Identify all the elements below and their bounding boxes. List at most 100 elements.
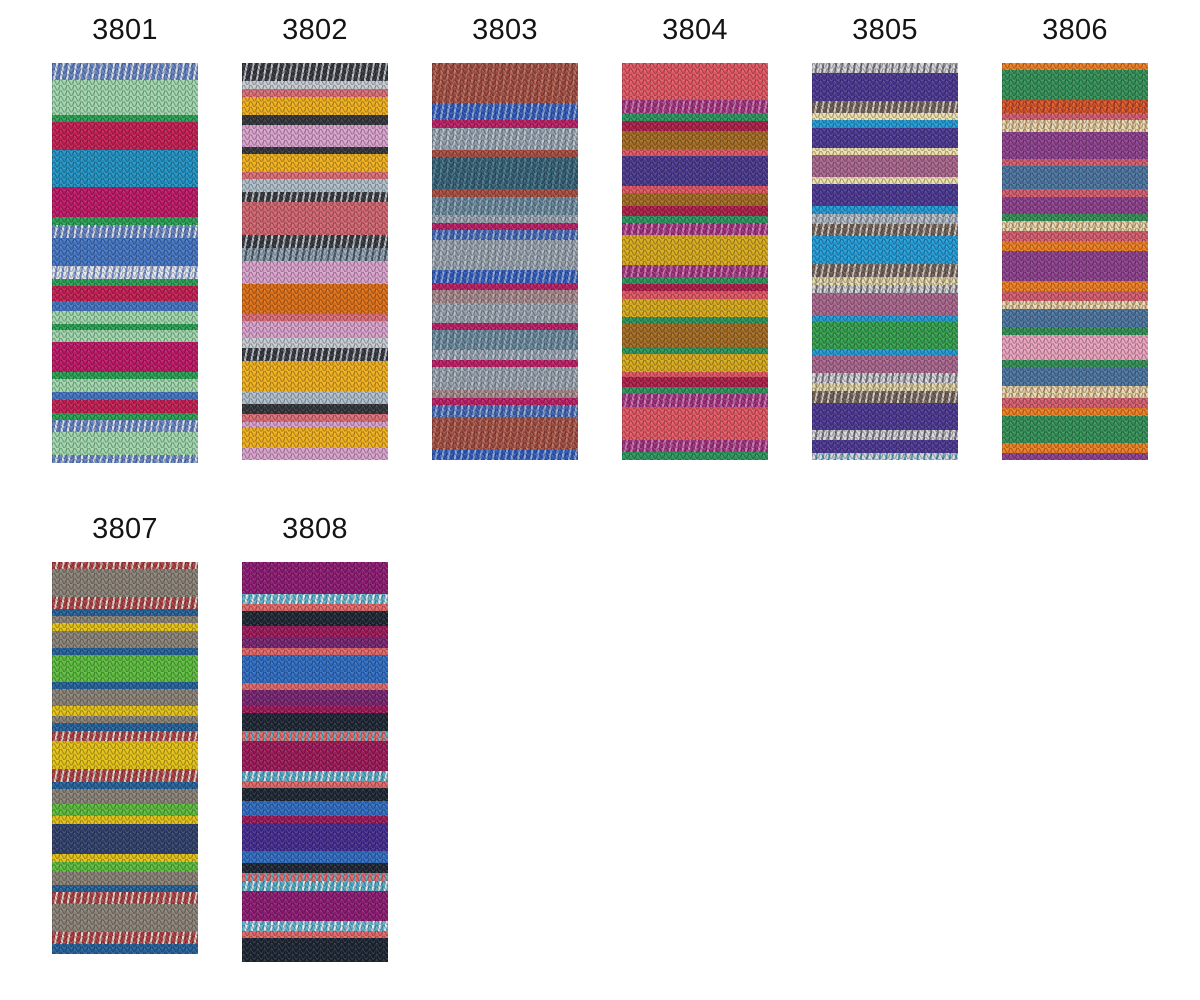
yarn-stripe bbox=[812, 430, 958, 440]
yarn-stripe bbox=[622, 113, 768, 121]
yarn-stripe bbox=[242, 348, 388, 361]
yarn-stripe bbox=[622, 284, 768, 291]
yarn-stripe bbox=[242, 261, 388, 284]
yarn-stripe bbox=[432, 290, 578, 303]
colorway-number: 3808 bbox=[282, 513, 348, 545]
yarn-stripe bbox=[52, 804, 198, 816]
yarn-stripe bbox=[242, 147, 388, 154]
yarn-stripe bbox=[812, 113, 958, 120]
yarn-stripe bbox=[1002, 443, 1148, 453]
yarn-swatch-photo bbox=[52, 562, 198, 954]
yarn-stripe bbox=[432, 450, 578, 460]
colorway-number: 3805 bbox=[852, 14, 918, 46]
yarn-stripe bbox=[52, 115, 198, 122]
yarn-swatch-photo bbox=[242, 63, 388, 460]
yarn-stripe bbox=[52, 225, 198, 238]
swatch-card: 3807 bbox=[52, 515, 198, 954]
yarn-stripe bbox=[432, 103, 578, 120]
yarn-stripe bbox=[432, 197, 578, 215]
swatch-card: 3803 bbox=[432, 16, 578, 460]
yarn-stripe bbox=[52, 816, 198, 824]
yarn-stripe bbox=[622, 387, 768, 394]
yarn-stripe bbox=[432, 270, 578, 283]
yarn-stripe bbox=[52, 885, 198, 892]
yarn-stripe bbox=[622, 291, 768, 299]
yarn-stripe bbox=[622, 216, 768, 223]
yarn-stripe bbox=[622, 347, 768, 354]
yarn-stripe bbox=[1002, 360, 1148, 368]
yarn-stripe bbox=[432, 283, 578, 290]
yarn-stripe bbox=[1002, 132, 1148, 159]
yarn-stripe bbox=[242, 172, 388, 179]
yarn-swatch-photo bbox=[432, 63, 578, 460]
yarn-stripe bbox=[812, 264, 958, 277]
yarn-stripe bbox=[52, 655, 198, 682]
yarn-stripe bbox=[242, 81, 388, 89]
yarn-stripe bbox=[432, 398, 578, 405]
yarn-stripe bbox=[622, 317, 768, 324]
yarn-stripe bbox=[812, 236, 958, 264]
yarn-stripe bbox=[622, 452, 768, 460]
yarn-stripe bbox=[812, 184, 958, 206]
yarn-stripe bbox=[242, 881, 388, 891]
yarn-stripe bbox=[1002, 291, 1148, 301]
yarn-stripe bbox=[52, 432, 198, 455]
yarn-stripe bbox=[52, 932, 198, 944]
yarn-stripe bbox=[1002, 453, 1148, 460]
yarn-stripe bbox=[1002, 221, 1148, 231]
yarn-stripe bbox=[52, 413, 198, 420]
yarn-stripe bbox=[242, 690, 388, 705]
yarn-stripe bbox=[242, 192, 388, 202]
yarn-stripe bbox=[242, 713, 388, 731]
yarn-stripe bbox=[622, 193, 768, 206]
yarn-stripe bbox=[52, 854, 198, 862]
yarn-stripe bbox=[622, 407, 768, 440]
yarn-stripe bbox=[242, 771, 388, 781]
yarn-stripe bbox=[622, 440, 768, 452]
yarn-stripe bbox=[432, 223, 578, 230]
yarn-stripe bbox=[52, 455, 198, 463]
yarn-stripe bbox=[52, 122, 198, 150]
yarn-stripe bbox=[242, 562, 388, 594]
yarn-stripe bbox=[52, 944, 198, 954]
yarn-stripe bbox=[52, 731, 198, 741]
yarn-stripe bbox=[52, 569, 198, 597]
yarn-stripe bbox=[242, 594, 388, 604]
yarn-stripe bbox=[242, 422, 388, 427]
yarn-swatch-photo bbox=[1002, 63, 1148, 460]
yarn-stripe bbox=[432, 417, 578, 450]
yarn-stripe bbox=[52, 782, 198, 789]
yarn-stripe bbox=[242, 655, 388, 683]
yarn-stripe bbox=[432, 150, 578, 157]
yarn-stripe bbox=[242, 801, 388, 816]
yarn-stripe bbox=[52, 279, 198, 286]
yarn-stripe bbox=[812, 356, 958, 373]
yarn-stripe bbox=[52, 187, 198, 217]
yarn-stripe bbox=[242, 611, 388, 626]
yarn-stripe bbox=[812, 155, 958, 177]
yarn-stripe bbox=[432, 240, 578, 270]
yarn-stripe bbox=[622, 121, 768, 131]
yarn-stripe bbox=[242, 321, 388, 338]
yarn-stripe bbox=[1002, 189, 1148, 197]
swatch-card: 3806 bbox=[1002, 16, 1148, 460]
yarn-stripe bbox=[622, 299, 768, 317]
colorway-number: 3807 bbox=[92, 513, 158, 545]
yarn-stripe bbox=[52, 824, 198, 854]
yarn-stripe bbox=[52, 741, 198, 769]
yarn-stripe bbox=[432, 390, 578, 398]
yarn-stripe bbox=[242, 391, 388, 404]
yarn-stripe bbox=[52, 80, 198, 115]
yarn-stripe bbox=[52, 392, 198, 400]
yarn-stripe bbox=[1002, 368, 1148, 386]
yarn-stripe bbox=[622, 265, 768, 277]
yarn-stripe bbox=[242, 863, 388, 873]
yarn-stripe bbox=[242, 235, 388, 248]
yarn-stripe bbox=[812, 277, 958, 285]
yarn-stripe bbox=[1002, 159, 1148, 166]
yarn-stripe bbox=[812, 177, 958, 184]
yarn-stripe bbox=[812, 322, 958, 349]
yarn-stripe bbox=[432, 350, 578, 360]
yarn-stripe bbox=[1002, 120, 1148, 132]
yarn-stripe bbox=[432, 189, 578, 197]
